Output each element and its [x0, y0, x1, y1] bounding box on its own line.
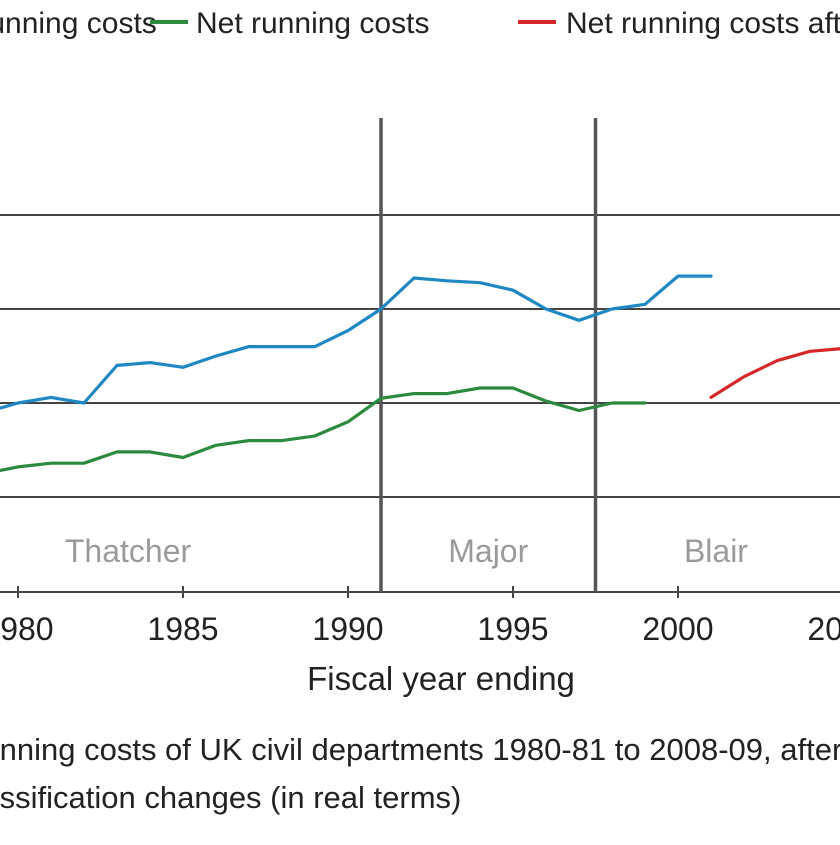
series-lines — [0, 274, 840, 473]
data-point-net-running-costs-1980 — [16, 465, 20, 469]
data-point-net-running-costs-1983 — [115, 450, 119, 454]
data-point-net-running-costs-1990 — [346, 420, 350, 423]
data-point-net-running-costs-1994 — [478, 386, 482, 390]
caption-line-1: Running costs of UK civil departments 19… — [0, 732, 840, 767]
x-tick-label-1985: 1985 — [147, 611, 218, 647]
data-point-net-running-costs-1984 — [148, 450, 152, 454]
data-point-gross-running-costs-1997 — [577, 319, 581, 322]
data-point-net-running-costs-1999 — [643, 401, 647, 405]
era-label-major: Major — [448, 533, 528, 569]
data-point-gross-running-costs-1980 — [16, 401, 20, 405]
data-point-gross-running-costs-1981 — [49, 396, 53, 399]
data-point-net-running-costs-1998 — [610, 401, 614, 405]
era-dividers: Thatcher Major Blair — [65, 118, 748, 592]
x-tick-label-1980: 1980 — [0, 611, 54, 647]
data-point-net-running-costs-after-resource-accounting-2002 — [742, 375, 746, 378]
data-point-gross-running-costs-1987 — [247, 345, 251, 348]
data-point-gross-running-costs-1993 — [445, 279, 449, 282]
caption-line-2: classification changes (in real terms) — [0, 780, 461, 815]
data-point-net-running-costs-1996 — [544, 399, 548, 403]
data-point-net-running-costs-1988 — [280, 439, 284, 442]
data-point-gross-running-costs-1999 — [643, 303, 647, 306]
data-point-gross-running-costs-1998 — [610, 307, 614, 311]
data-point-gross-running-costs-1994 — [478, 281, 482, 284]
legend-label-gross: Gross running costs — [0, 7, 157, 40]
data-point-gross-running-costs-1995 — [511, 289, 515, 292]
legend-label-net-after-ra: Net running costs after resource account… — [566, 7, 840, 40]
data-point-net-running-costs-1995 — [511, 386, 515, 390]
data-point-gross-running-costs-1996 — [544, 307, 548, 311]
data-point-gross-running-costs-1989 — [313, 345, 317, 348]
era-label-blair: Blair — [684, 533, 748, 569]
data-point-net-running-costs-after-resource-accounting-2001 — [709, 396, 713, 399]
era-label-thatcher: Thatcher — [65, 533, 192, 569]
x-tick-label-2005: 2005 — [807, 611, 840, 647]
series-line-gross-running-costs — [0, 274, 713, 410]
data-point-gross-running-costs-2000 — [676, 274, 680, 278]
data-point-gross-running-costs-1982 — [82, 401, 86, 405]
data-point-net-running-costs-1986 — [214, 444, 218, 447]
data-point-gross-running-costs-2001 — [709, 274, 713, 278]
x-tick-label-1990: 1990 — [312, 611, 383, 647]
data-point-net-running-costs-1982 — [82, 461, 86, 465]
x-axis: 1980 1985 1990 1995 2000 2005 — [0, 586, 840, 647]
data-point-net-running-costs-after-resource-accounting-2003 — [775, 359, 779, 362]
data-point-net-running-costs-1992 — [412, 392, 416, 395]
data-point-gross-running-costs-1990 — [346, 329, 350, 332]
data-point-net-running-costs-1997 — [577, 409, 581, 412]
data-point-gross-running-costs-1983 — [115, 364, 119, 367]
legend-label-net: Net running costs — [196, 7, 429, 40]
data-point-net-running-costs-1989 — [313, 434, 317, 438]
data-point-net-running-costs-1991 — [379, 397, 383, 400]
data-point-gross-running-costs-1988 — [280, 345, 284, 348]
series-line-net-running-costs-after-resource-accounting — [709, 347, 840, 399]
data-point-net-running-costs-after-resource-accounting-2004 — [808, 350, 812, 353]
data-point-gross-running-costs-1985 — [181, 366, 185, 369]
x-tick-label-1995: 1995 — [477, 611, 548, 647]
x-tick-label-2000: 2000 — [642, 611, 713, 647]
x-axis-title: Fiscal year ending — [307, 660, 575, 697]
gridlines — [0, 214, 840, 593]
data-point-net-running-costs-1985 — [181, 456, 185, 459]
series-line-net-running-costs — [0, 386, 647, 473]
data-point-gross-running-costs-1986 — [214, 354, 218, 358]
data-point-net-running-costs-1993 — [445, 392, 449, 395]
data-point-net-running-costs-1987 — [247, 439, 251, 442]
data-point-gross-running-costs-1991 — [379, 307, 383, 311]
data-point-net-running-costs-1981 — [49, 461, 53, 465]
data-point-gross-running-costs-1984 — [148, 361, 152, 364]
data-point-gross-running-costs-1992 — [412, 276, 416, 280]
legend: Gross running costs Net running costs Ne… — [0, 7, 840, 40]
